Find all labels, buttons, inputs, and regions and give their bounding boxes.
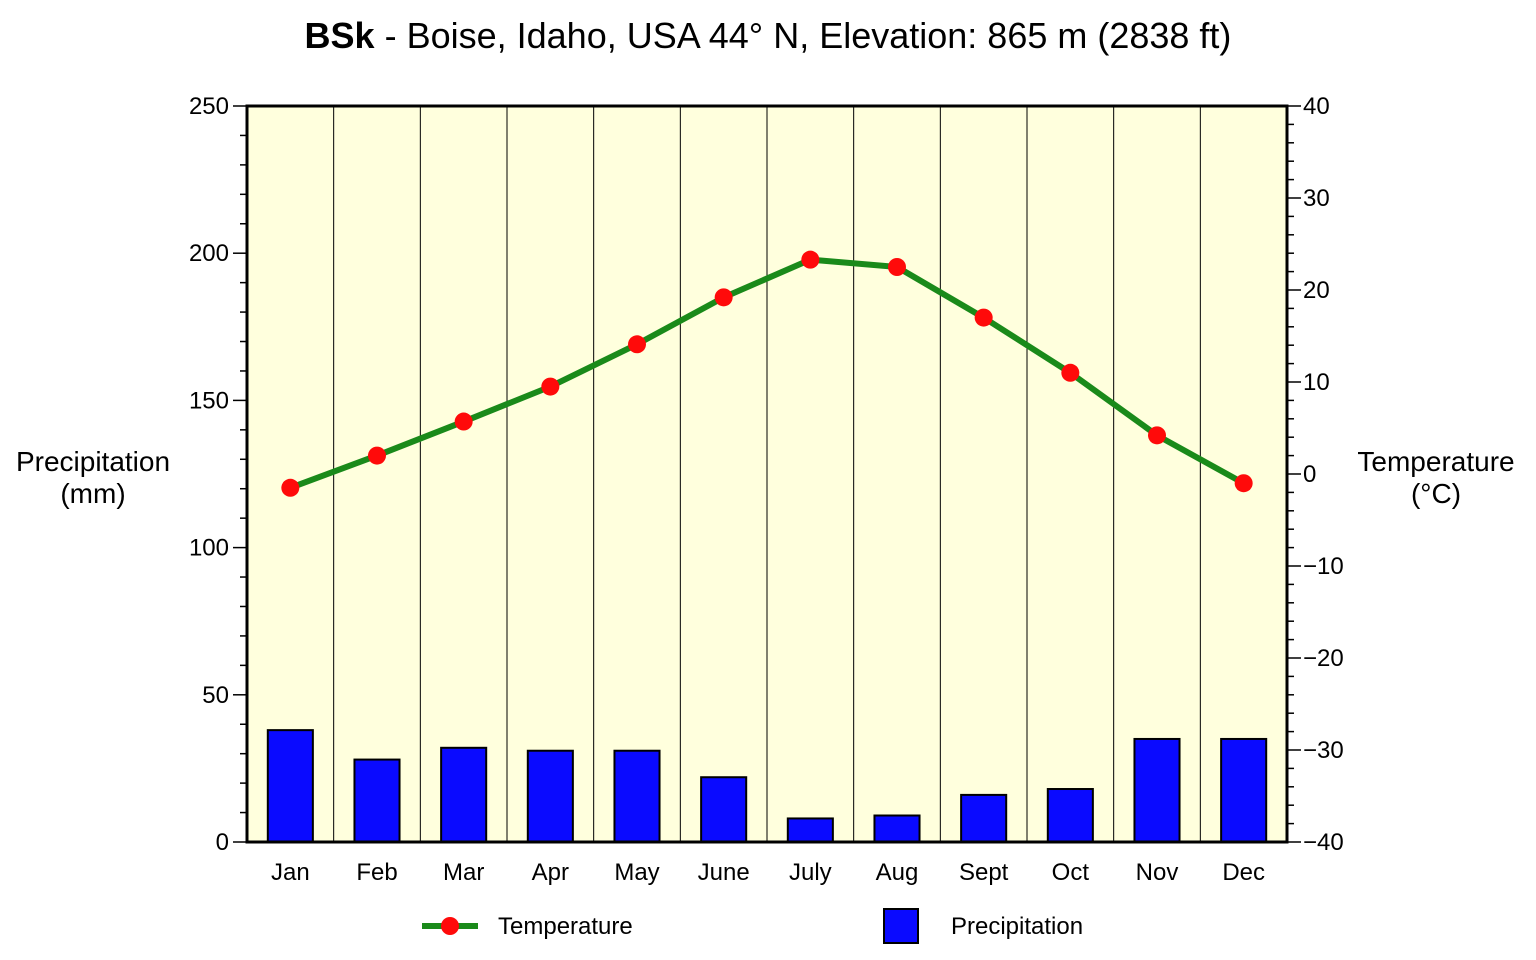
left-tick-label: 50 — [202, 682, 229, 709]
temperature-point — [801, 250, 820, 269]
right-axis: −40 −30 −20 −10 0 10 20 30 40 — [1287, 93, 1344, 856]
left-tick-label: 0 — [216, 829, 229, 856]
temperature-point — [368, 446, 386, 465]
temperature-point — [888, 258, 906, 276]
chart-title: BSk - Boise, Idaho, USA 44° N, Elevation… — [305, 15, 1232, 56]
left-axis-title-line2: (mm) — [60, 478, 125, 509]
right-axis-title-line2: (°C) — [1411, 478, 1461, 509]
precipitation-bar — [786, 817, 834, 843]
temperature-point — [541, 377, 560, 396]
right-axis-title-line1: Temperature — [1357, 446, 1514, 477]
right-tick-label: 30 — [1303, 185, 1330, 212]
precipitation-bar — [873, 814, 921, 844]
temperature-line-group — [281, 250, 1253, 497]
month-label: Oct — [1052, 859, 1090, 886]
right-tick-label: 10 — [1303, 369, 1330, 396]
left-tick-label: 200 — [189, 240, 229, 267]
month-label: Nov — [1136, 859, 1179, 886]
temperature-point — [1234, 474, 1253, 493]
left-axis-title-line1: Precipitation — [16, 446, 170, 477]
month-dividers — [333, 106, 1201, 842]
precipitation-bar — [700, 776, 748, 843]
chart-title-rest: - Boise, Idaho, USA 44° N, Elevation: 86… — [375, 15, 1232, 56]
right-tick-label: 40 — [1303, 93, 1330, 120]
precipitation-bar — [353, 758, 401, 843]
month-label: Aug — [876, 859, 919, 886]
precipitation-bar — [1046, 788, 1094, 843]
precipitation-bar — [1133, 737, 1181, 844]
left-tick-label: 250 — [189, 93, 229, 120]
right-tick-label: −40 — [1303, 829, 1344, 856]
month-label: Apr — [532, 859, 569, 886]
precipitation-bar — [960, 793, 1008, 843]
temperature-point — [1061, 363, 1080, 382]
legend-temperature-label: Temperature — [498, 913, 633, 940]
month-label: May — [614, 859, 659, 886]
month-labels: Jan Feb Mar Apr May June July Aug Sept Oct Nov Dec — [271, 859, 1265, 886]
legend-precipitation-label: Precipitation — [951, 913, 1083, 940]
precipitation-bar — [613, 749, 661, 844]
temperature-point — [974, 308, 993, 327]
right-tick-label: 20 — [1303, 277, 1330, 304]
legend: Temperature Precipitation — [422, 908, 1083, 944]
temperature-point — [454, 412, 473, 431]
month-label: July — [789, 859, 832, 886]
left-axis: 0 50 100 150 200 250 — [189, 93, 247, 856]
temperature-line — [289, 256, 1246, 491]
month-label: Feb — [356, 859, 397, 886]
right-tick-label: −10 — [1303, 553, 1344, 580]
temperature-point — [281, 478, 300, 497]
right-tick-label: −30 — [1303, 737, 1344, 764]
left-tick-label: 100 — [189, 535, 229, 562]
month-label: June — [698, 859, 750, 886]
precipitation-bar — [266, 729, 314, 843]
legend-temperature-marker — [441, 917, 459, 935]
legend-precipitation-swatch — [883, 908, 919, 944]
month-label: Jan — [271, 859, 310, 886]
temperature-point — [1148, 426, 1166, 445]
temperature-point — [714, 288, 733, 307]
chart-title-bold: BSk — [305, 15, 376, 56]
month-label: Mar — [443, 859, 484, 886]
left-tick-label: 150 — [189, 387, 229, 414]
precipitation-bar — [526, 749, 574, 844]
right-tick-label: −20 — [1303, 645, 1344, 672]
temperature-point — [628, 335, 646, 354]
month-label: Sept — [959, 859, 1009, 886]
month-label: Dec — [1222, 859, 1265, 886]
right-tick-label: 0 — [1303, 461, 1316, 488]
precipitation-bar — [1220, 737, 1268, 844]
precipitation-bar — [440, 746, 488, 843]
